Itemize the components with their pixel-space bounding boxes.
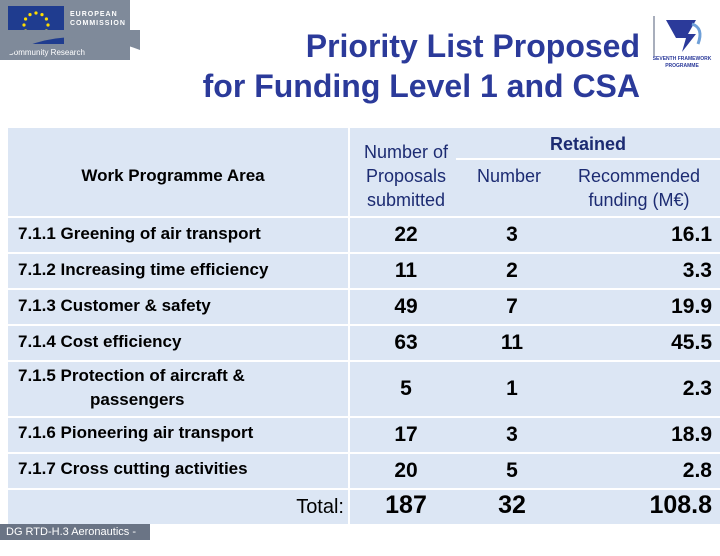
- row-number: 5: [506, 459, 518, 482]
- row-funding: 18.9: [671, 423, 712, 446]
- row-funding: 3.3: [682, 259, 712, 282]
- row-divider: [8, 360, 720, 362]
- header-area: Work Programme Area: [81, 166, 265, 185]
- row-funding: 45.5: [671, 331, 712, 354]
- total-label: Total:: [296, 496, 344, 518]
- row-number: 3: [506, 223, 518, 246]
- row-divider: [8, 416, 720, 418]
- row-area: 7.1.6 Pioneering air transport: [18, 423, 254, 442]
- total-number: 32: [498, 491, 526, 519]
- decorative-curve: [0, 30, 140, 60]
- row-area-line-2: passengers: [90, 390, 185, 409]
- row-divider: [8, 488, 720, 490]
- header-funding-line-2: funding (M€): [588, 190, 690, 210]
- row-proposals: 49: [394, 295, 418, 318]
- row-area: 7.1.7 Cross cutting activities: [18, 459, 248, 478]
- funding-table: Work Programme Area Number of Proposals …: [8, 128, 720, 524]
- header-divider: [8, 216, 720, 218]
- row-area: 7.1.5 Protection of aircraft & passenger…: [18, 364, 245, 412]
- row-proposals: 11: [394, 259, 418, 282]
- header-number: Number: [476, 166, 542, 186]
- row-divider: [8, 324, 720, 326]
- slide-footer: DG RTD-H.3 Aeronautics - 14: [0, 524, 150, 554]
- row-number: 7: [506, 295, 518, 318]
- header-proposals-line-1: Number of: [363, 142, 449, 162]
- row-divider: [8, 452, 720, 454]
- row-divider: [8, 288, 720, 290]
- row-area: 7.1.1 Greening of air transport: [18, 224, 261, 243]
- eu-commission-text: EUROPEAN COMMISSION: [70, 11, 126, 27]
- community-research-text: Community Research: [8, 48, 85, 57]
- retained-underline: [456, 158, 720, 160]
- row-divider: [8, 252, 720, 254]
- fp7-logo-icon: [652, 14, 712, 84]
- row-proposals: 20: [394, 459, 418, 482]
- row-number: 11: [500, 331, 524, 354]
- row-proposals: 63: [394, 331, 418, 354]
- row-proposals: 5: [400, 377, 412, 400]
- header-funding: Recommended funding (M€): [564, 164, 714, 212]
- row-number: 2: [506, 259, 518, 282]
- total-proposals: 187: [385, 491, 427, 519]
- header-proposals-line-2: Proposals: [365, 166, 447, 186]
- row-funding: 16.1: [671, 223, 712, 246]
- header-proposals-line-3: submitted: [366, 190, 446, 210]
- row-number: 1: [506, 377, 518, 400]
- slide-title: Priority List Proposed for Funding Level…: [130, 26, 640, 106]
- row-area: 7.1.4 Cost efficiency: [18, 332, 182, 351]
- row-area: 7.1.3 Customer & safety: [18, 296, 211, 315]
- title-line-1: Priority List Proposed: [305, 28, 640, 64]
- title-line-2: for Funding Level 1 and CSA: [202, 68, 640, 104]
- fp7-label: SEVENTH FRAMEWORK PROGRAMME: [652, 56, 712, 69]
- header-proposals: Number of Proposals submitted: [348, 140, 464, 212]
- row-area-line-1: 7.1.5 Protection of aircraft &: [18, 366, 245, 385]
- row-area: 7.1.2 Increasing time efficiency: [18, 260, 269, 279]
- row-funding: 2.3: [682, 377, 712, 400]
- eu-logo: EUROPEAN COMMISSION: [8, 6, 132, 46]
- row-proposals: 22: [394, 223, 418, 246]
- header-funding-line-1: Recommended: [577, 166, 701, 186]
- slide-header: EUROPEAN COMMISSION Community Research P…: [0, 0, 720, 128]
- column-divider: [348, 128, 350, 524]
- total-funding: 108.8: [649, 491, 712, 519]
- row-number: 3: [506, 423, 518, 446]
- header-retained: Retained: [549, 134, 627, 154]
- row-proposals: 17: [394, 423, 418, 446]
- row-funding: 2.8: [682, 459, 712, 482]
- row-funding: 19.9: [671, 295, 712, 318]
